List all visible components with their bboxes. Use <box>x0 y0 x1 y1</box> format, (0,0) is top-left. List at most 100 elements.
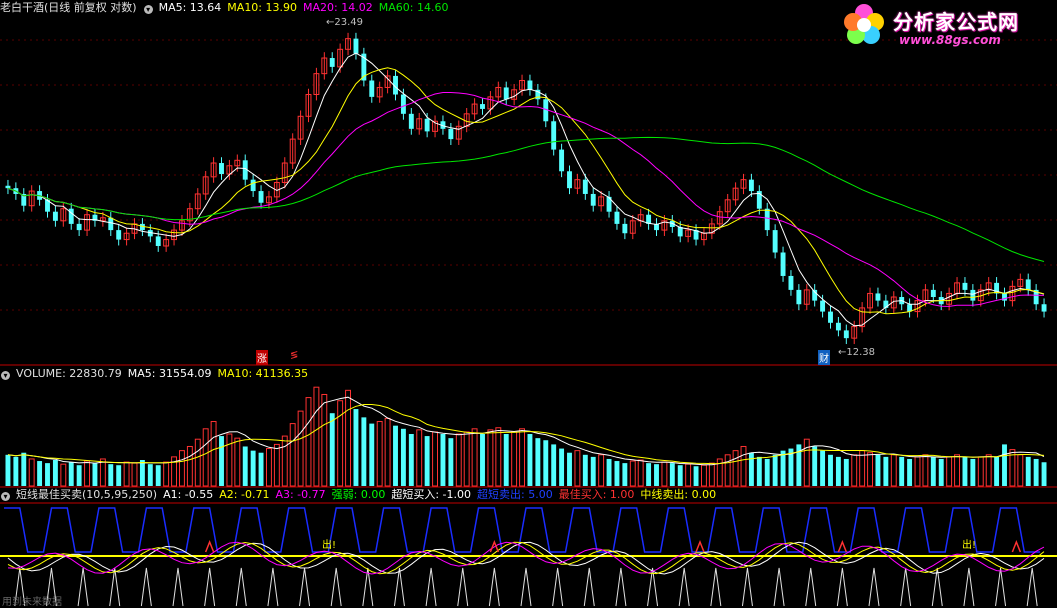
volume-bar-up <box>1017 454 1024 487</box>
candle-body-down <box>353 38 359 54</box>
volume-bar-up <box>803 438 810 487</box>
candle-body-up <box>471 103 478 115</box>
arrow-marker-icon: ≶ <box>290 350 299 361</box>
candle-body-down <box>796 289 802 305</box>
candle-body-up <box>803 289 810 305</box>
candle-body-up <box>416 118 423 130</box>
indicator-header: ▾ 短线最佳买卖(10,5,95,250) A1: -0.55 A2: -0.71 A3… <box>0 487 722 503</box>
candle-body-up <box>305 94 312 117</box>
candle-body-down <box>139 223 145 231</box>
volume-bar-down <box>582 454 588 486</box>
candle-body-up <box>661 220 668 231</box>
ma20-label: MA20: 14.02 <box>303 1 373 14</box>
chaoduan-buy-spike <box>615 567 627 607</box>
volume-ma5-line <box>7 396 1045 466</box>
candle-body-down <box>424 118 430 132</box>
volume-bar-up <box>266 448 272 487</box>
candle-body-up <box>186 208 193 222</box>
candle-body-up <box>914 300 921 313</box>
candle-body-down <box>250 179 256 192</box>
candle-body-down <box>883 300 889 308</box>
chaoduan-buy-spike <box>741 567 753 607</box>
volume-ma10-label: MA10: 41136.35 <box>217 367 309 380</box>
volume-bar-up <box>487 429 494 487</box>
candle-body-up <box>732 187 739 201</box>
volume-bar-up <box>859 450 866 487</box>
volume-bar-down <box>116 465 122 486</box>
volume-bar-down <box>219 436 224 486</box>
volume-bar-up <box>574 450 581 487</box>
candle-body-down <box>535 89 541 100</box>
candle-body-up <box>708 223 715 234</box>
candle-body-down <box>693 230 699 240</box>
candle-body-up <box>234 159 241 167</box>
best-buy-label: 最佳买入: 1.00 <box>558 488 635 501</box>
volume-bar-down <box>1041 462 1047 486</box>
candle-body-down <box>76 223 82 231</box>
volume-bar-down <box>748 452 754 486</box>
volume-bar-up <box>724 454 731 487</box>
volume-bar-up <box>131 462 138 487</box>
candle-body-up <box>210 162 217 178</box>
volume-bar-down <box>440 434 446 486</box>
volume-title: VOLUME: 22830.79 <box>16 367 122 380</box>
volume-dot-icon[interactable]: ▾ <box>1 371 10 380</box>
volume-bar-down <box>614 461 620 486</box>
chaoduan-buy-spike <box>900 567 912 607</box>
volume-bar-down <box>693 466 699 486</box>
site-logo[interactable]: 分析家公式网 www.88gs.com <box>841 2 1051 50</box>
candle-body-up <box>289 138 296 164</box>
candle-body-down <box>242 160 248 180</box>
volume-bar-down <box>45 463 50 486</box>
candle-body-up <box>281 162 288 183</box>
volume-bar-up <box>985 454 992 487</box>
chaoduan-buy-spike <box>647 567 659 607</box>
candle-body-up <box>202 176 209 195</box>
volume-bar-up <box>416 429 423 487</box>
volume-bar-down <box>907 458 913 486</box>
volume-bar-down <box>835 456 841 486</box>
price-candles <box>5 32 1047 345</box>
volume-bar-up <box>84 460 90 487</box>
chu-marker-2: 出! <box>962 540 977 551</box>
candle-body-down <box>21 193 27 206</box>
a1-line <box>7 541 1045 575</box>
candle-body-up <box>946 292 953 305</box>
volume-bar-up <box>914 456 921 487</box>
volume-bar-down <box>408 434 414 486</box>
candle-body-down <box>843 330 849 339</box>
a3-label: A3: -0.77 <box>275 488 326 501</box>
ma10-label: MA10: 13.90 <box>227 1 298 14</box>
candle-body-up <box>266 196 272 204</box>
volume-bar-up <box>210 421 217 487</box>
candle-body-up <box>495 86 502 98</box>
volume-bar-down <box>5 454 11 486</box>
volume-bar-up <box>337 400 344 487</box>
volume-bar-down <box>108 464 114 486</box>
settings-dot-icon[interactable]: ▾ <box>143 5 153 14</box>
volume-bar-down <box>369 423 375 486</box>
a2-label: A2: -0.71 <box>219 488 270 501</box>
ma10-line <box>7 67 1045 315</box>
volume-bar-up <box>297 410 304 487</box>
volume-bar-up <box>179 450 185 487</box>
candle-body-down <box>45 199 50 212</box>
candle-body-up <box>629 220 636 234</box>
volume-bar-up <box>867 452 873 487</box>
volume-bar-down <box>780 450 786 486</box>
volume-bar-down <box>590 456 596 486</box>
chaoduan-buy-spike <box>552 567 564 607</box>
volume-bar-up <box>922 454 929 487</box>
volume-bar-down <box>424 436 430 486</box>
candle-body-down <box>1041 304 1047 312</box>
volume-bar-down <box>155 465 161 486</box>
candle-body-down <box>258 191 264 203</box>
stock-title[interactable]: 老白干酒(日线 前复权 对数) <box>0 1 137 14</box>
candle-body-up <box>123 232 130 241</box>
candle-body-down <box>551 121 557 150</box>
candle-body-down <box>448 128 454 140</box>
candle-body-down <box>1033 289 1039 305</box>
indicator-dot-icon[interactable]: ▾ <box>1 492 10 501</box>
candle-body-down <box>108 217 114 231</box>
candle-body-up <box>1009 285 1016 302</box>
